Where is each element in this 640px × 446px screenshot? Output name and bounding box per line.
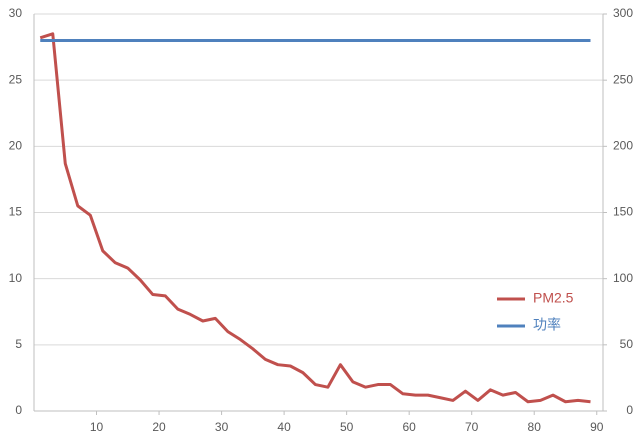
x-tick-label: 30	[215, 420, 229, 434]
y-tick-label: 25	[9, 72, 23, 86]
y-tick-label: 20	[9, 139, 23, 153]
x-tick-label: 20	[152, 420, 166, 434]
y-tick-label: 15	[9, 205, 23, 219]
y2-tick-label: 300	[613, 6, 633, 20]
series-line	[39, 32, 591, 404]
y2-tick-label: 50	[620, 337, 634, 351]
y-tick-label: 5	[15, 337, 22, 351]
y2-tick-label: 200	[613, 139, 633, 153]
x-tick-label: 40	[277, 420, 291, 434]
x-tick-label: 60	[402, 420, 416, 434]
legend-label: PM2.5	[533, 290, 574, 306]
y2-tick-label: 250	[613, 72, 633, 86]
y2-tick-label: 100	[613, 271, 633, 285]
y-tick-label: 30	[9, 6, 23, 20]
x-tick-label: 10	[90, 420, 104, 434]
legend-label: 功率	[533, 317, 561, 333]
y-tick-label: 0	[15, 403, 22, 417]
x-tick-label: 80	[528, 420, 542, 434]
x-tick-label: 70	[465, 420, 479, 434]
y2-tick-label: 0	[626, 403, 633, 417]
y2-tick-label: 150	[613, 205, 633, 219]
y-tick-label: 10	[9, 271, 23, 285]
x-tick-label: 50	[340, 420, 354, 434]
x-tick-label: 90	[590, 420, 604, 434]
